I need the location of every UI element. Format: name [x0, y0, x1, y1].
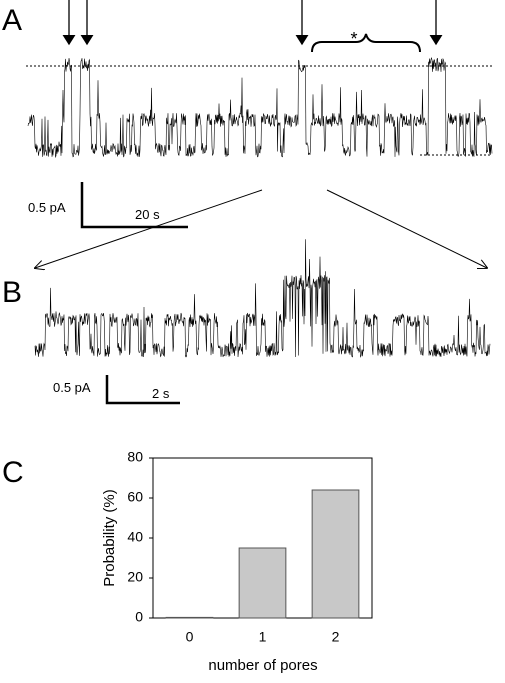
trace	[27, 57, 493, 159]
arrows	[62, 0, 443, 46]
scale-label: 0.5 pA	[28, 200, 66, 215]
y-tick-label: 40	[127, 529, 143, 545]
brace	[311, 33, 421, 53]
scale-label: 0.5 pA	[53, 380, 91, 395]
zoom-arrow	[35, 189, 263, 268]
panel-label: A	[2, 4, 22, 37]
bar	[238, 547, 287, 619]
x-tick-label: 2	[332, 629, 340, 645]
y-tick-label: 80	[127, 449, 143, 465]
scale-bar	[80, 182, 188, 229]
x-axis-label: number of pores	[208, 657, 317, 674]
bar	[311, 489, 360, 619]
trace	[34, 239, 491, 358]
panel-label: B	[2, 276, 22, 309]
bar	[165, 616, 214, 619]
x-tick-label: 0	[186, 629, 194, 645]
scale-label: 20 s	[135, 207, 160, 222]
scale-bar	[105, 375, 180, 405]
y-tick-label: 20	[127, 569, 143, 585]
scale-label: 2 s	[152, 386, 170, 401]
y-tick-label: 0	[135, 609, 143, 625]
annotation: *	[350, 29, 357, 49]
zoom-arrow	[326, 189, 487, 268]
panel-label: C	[2, 456, 24, 489]
y-tick-label: 60	[127, 489, 143, 505]
y-axis-label: Probability (%)	[101, 489, 118, 587]
x-tick-label: 1	[259, 629, 267, 645]
